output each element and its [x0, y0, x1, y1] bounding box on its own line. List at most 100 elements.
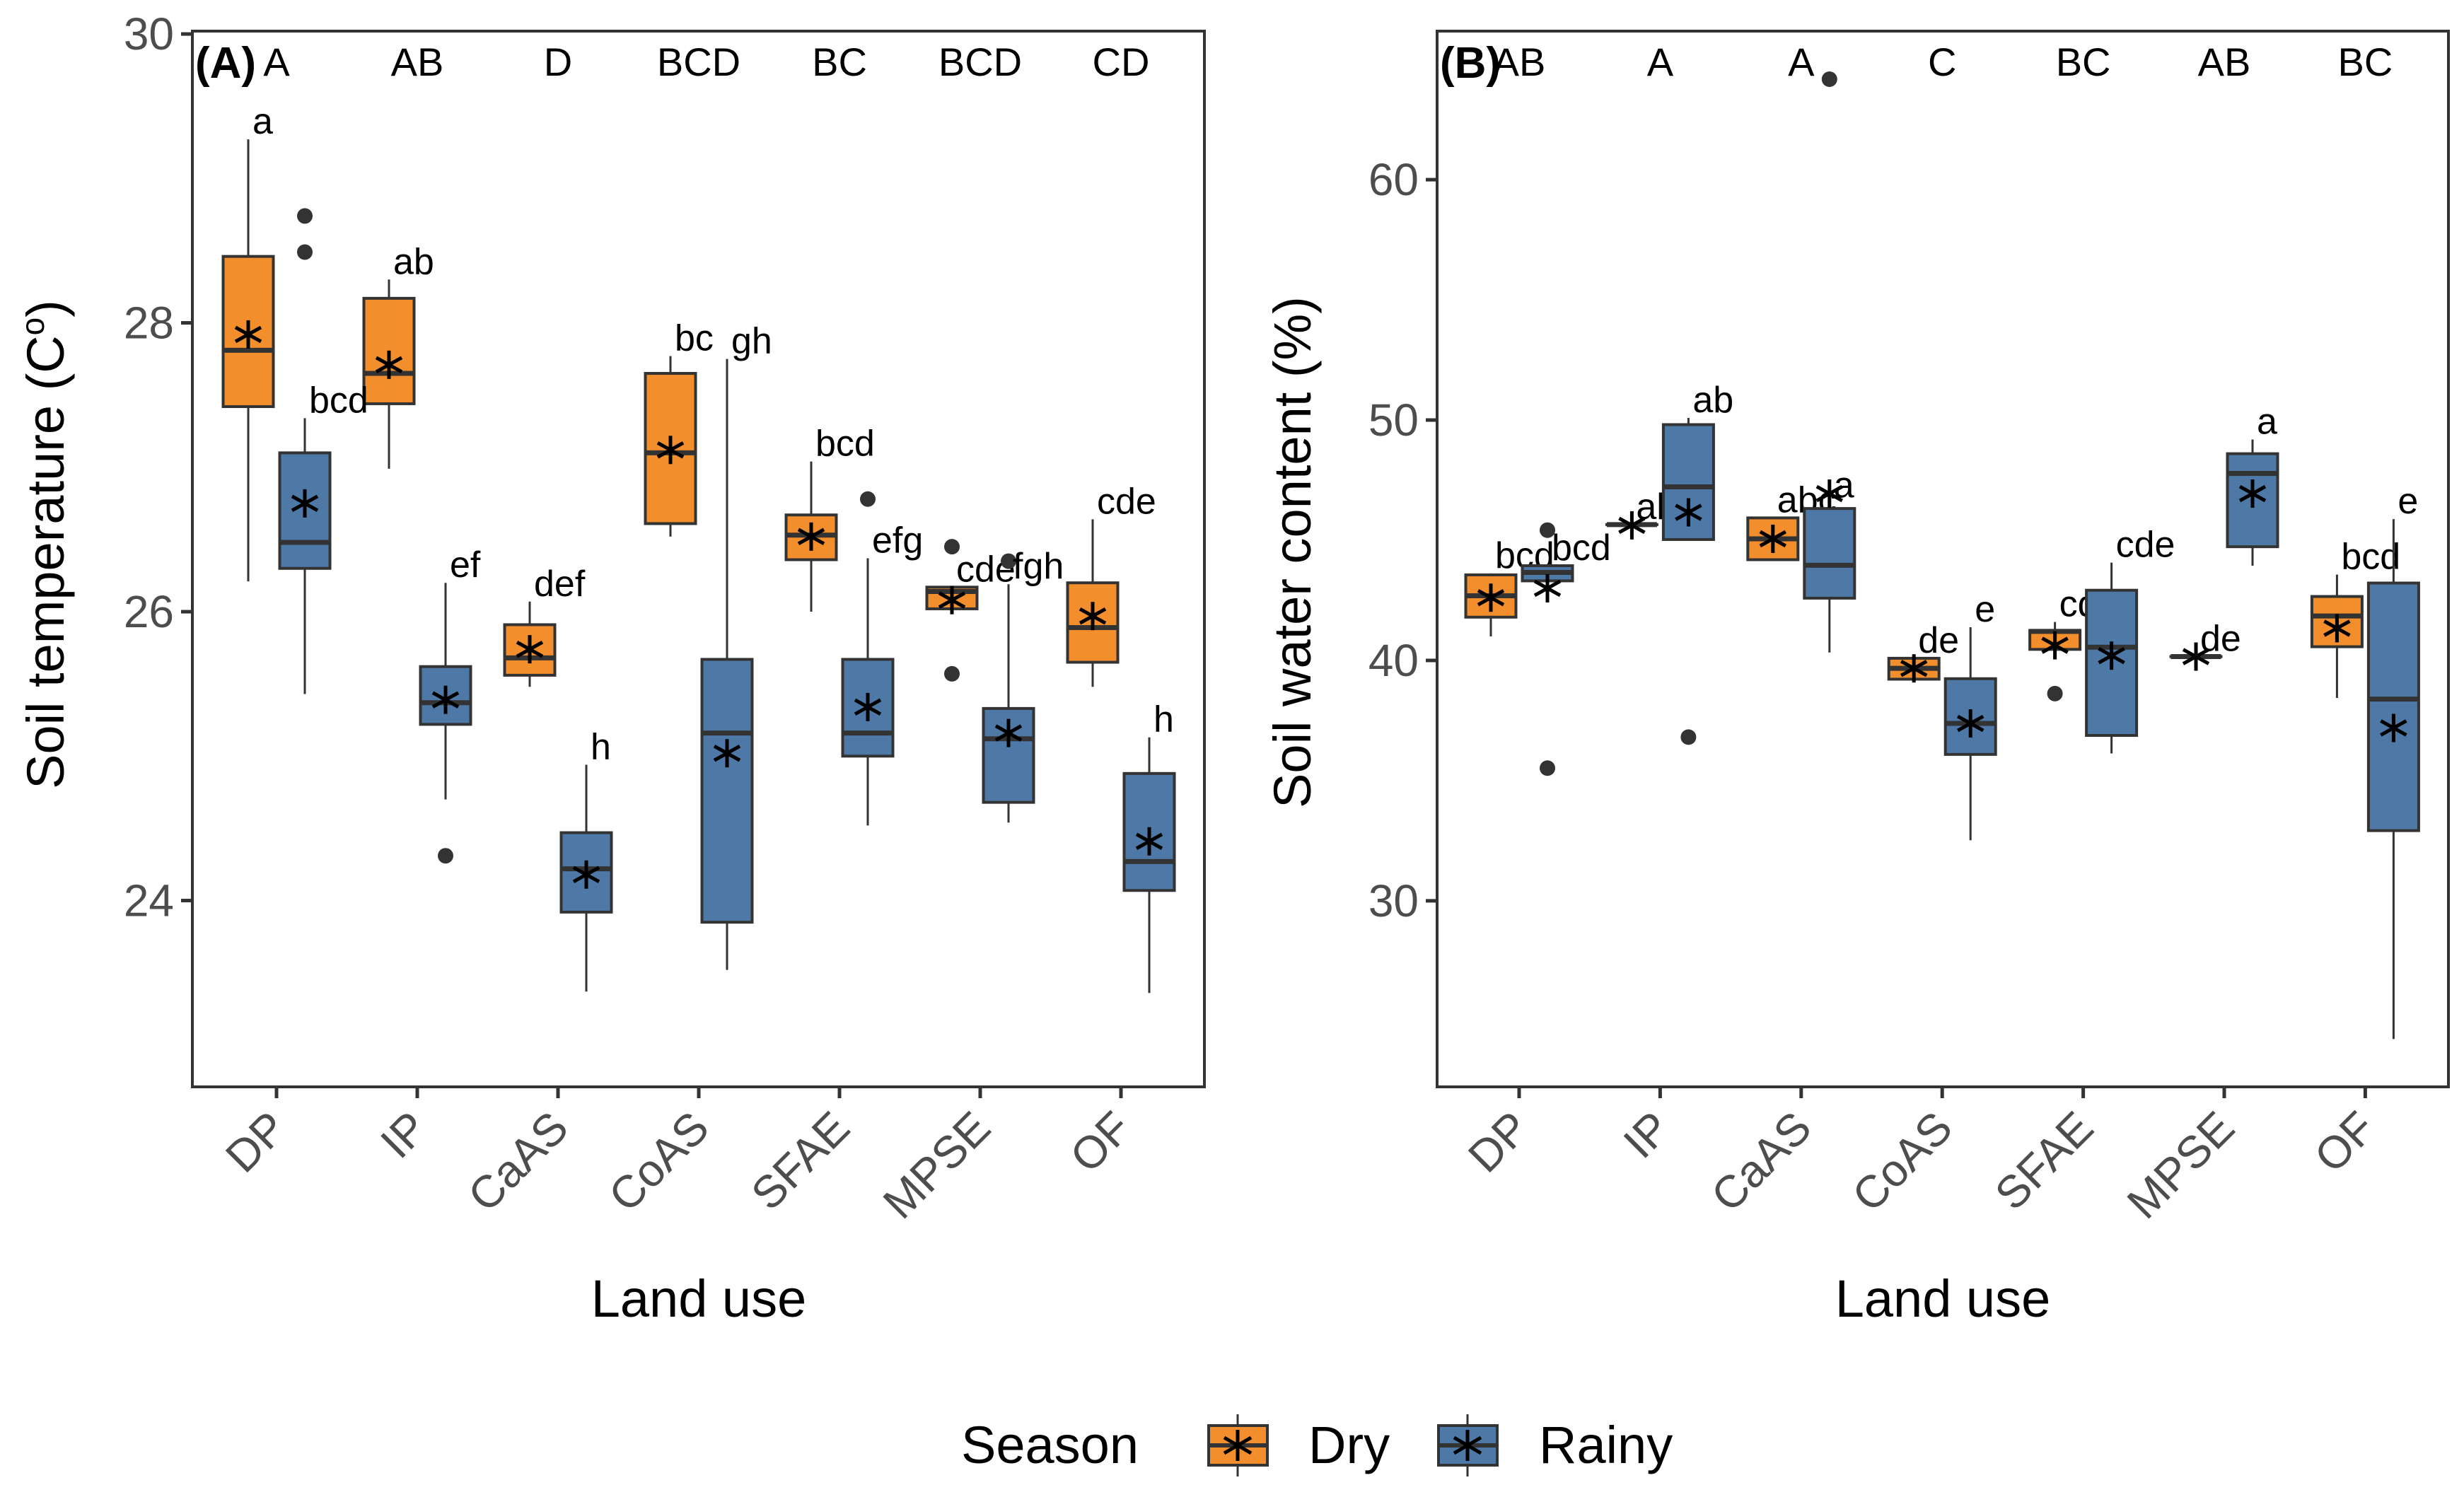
panel-b-x-axis-title: Land use: [1835, 1269, 2051, 1328]
y-tick-label: 26: [124, 586, 174, 637]
box-dry-ip: ab: [362, 241, 434, 469]
legend: Season Dry Rainy: [961, 1414, 1673, 1476]
outlier-point: [944, 539, 960, 555]
x-tick-label: MPSE: [873, 1102, 1000, 1228]
y-tick-label: 30: [1368, 875, 1419, 926]
x-tick-label: SFAE: [1985, 1102, 2103, 1220]
box-dry-coas: de: [1887, 620, 1959, 683]
outlier-point: [438, 848, 453, 864]
y-tick-label: 40: [1368, 635, 1419, 686]
box-iqr: [1661, 423, 1715, 541]
significance-letter: de: [1918, 620, 1959, 661]
mean-star-icon: [234, 320, 262, 349]
group-letter: BC: [2338, 40, 2393, 84]
significance-letter: def: [534, 564, 586, 605]
box-dry-caas: def: [503, 564, 586, 687]
mean-star-icon: [854, 692, 882, 721]
mean-star-stroke: [1079, 607, 1107, 625]
box-rainy-ip: ef: [419, 544, 481, 864]
mean-star-icon: [572, 860, 600, 889]
outlier-point: [1540, 760, 1555, 776]
mean-star-icon: [1533, 573, 1562, 602]
mean-star-icon: [1477, 583, 1505, 612]
x-tick-label: DP: [216, 1102, 296, 1182]
mean-star-icon: [2098, 641, 2125, 670]
box-iqr: [700, 658, 754, 924]
mean-star-icon: [2323, 614, 2351, 643]
mean-star-icon: [431, 685, 460, 714]
legend-dry-label: Dry: [1308, 1416, 1390, 1474]
mean-star-icon: [516, 635, 544, 664]
mean-star-stroke: [1477, 589, 1505, 607]
panel-b-tag: (B): [1440, 39, 1501, 88]
significance-letter: bcd: [2341, 537, 2400, 578]
mean-star-stroke: [1815, 484, 1844, 503]
box-iqr: [278, 451, 332, 570]
mean-star-icon: [994, 718, 1023, 747]
panel-a-plot: 24 26 28 30 DP A IP AB CaAS D CoAS BCD SFAE BC MPSE BCD…: [124, 8, 1206, 1228]
mean-star-icon: [1815, 479, 1844, 508]
mean-star-icon: [291, 489, 319, 518]
x-tick-label: CaAS: [1702, 1102, 1821, 1221]
box-dry-of: bcd: [2310, 537, 2400, 698]
y-tick-label: 50: [1368, 395, 1419, 445]
mean-star-icon: [1618, 511, 1646, 540]
box-rainy-mpse: a: [2226, 402, 2279, 566]
outlier-point: [1680, 729, 1697, 745]
box-iqr: [1803, 507, 1856, 600]
group-letter: C: [1928, 40, 1956, 84]
box-rainy-caas: h: [559, 727, 613, 992]
legend-item-rainy[interactable]: Rainy: [1437, 1414, 1673, 1476]
mean-star-stroke: [854, 698, 882, 716]
mean-star-stroke: [572, 866, 600, 883]
panel-b-plot: 30 40 50 60 DP AB IP A CaAS A CoAS C SFAE BC MPSE AB OF B…: [1368, 30, 2450, 1228]
mean-star-stroke: [2041, 636, 2069, 654]
legend-item-dry[interactable]: Dry: [1207, 1414, 1390, 1476]
x-tick-label: OF: [1060, 1102, 1141, 1182]
box-rainy-caas: a: [1803, 71, 1856, 653]
box-rainy-mpse: fgh: [982, 546, 1064, 823]
outlier-point: [1821, 71, 1837, 87]
significance-letter: fgh: [1013, 546, 1064, 587]
box-iqr: [503, 623, 557, 677]
box-rainy-of: e: [2366, 481, 2420, 1039]
mean-star-icon: [2238, 479, 2267, 508]
panel-b-y-axis-title: Soil water content (%): [1263, 296, 1322, 808]
mean-star-stroke: [2182, 648, 2210, 665]
box-rainy-coas: gh: [700, 321, 772, 970]
mean-star-stroke: [938, 591, 966, 609]
outlier-point: [1001, 553, 1016, 569]
significance-letter: cde: [1097, 481, 1156, 522]
y-tick-label: 30: [124, 8, 174, 59]
significance-letter: a: [2257, 402, 2277, 443]
box-rainy-coas: e: [1943, 589, 1997, 841]
group-letter: D: [544, 40, 572, 84]
y-tick-label: 24: [124, 875, 174, 926]
box-dry-of: cde: [1066, 481, 1156, 687]
box-iqr: [221, 255, 275, 409]
box-dry-caas: abc: [1746, 479, 1837, 561]
x-tick-label: SFAE: [741, 1102, 859, 1220]
box-dry-mpse: de: [2169, 619, 2241, 671]
group-letter: A: [1647, 40, 1674, 84]
box-rainy-ip: ab: [1661, 380, 1733, 745]
mean-star-stroke: [1759, 530, 1787, 548]
mean-star-stroke: [1135, 832, 1163, 850]
group-letter: AB: [391, 40, 444, 84]
mean-star-stroke: [1900, 659, 1928, 677]
significance-letter: bc: [675, 318, 714, 359]
mean-star-stroke: [234, 325, 262, 344]
significance-letter: gh: [731, 321, 772, 362]
box-rainy-sfae: efg: [841, 491, 923, 826]
mean-star-icon: [2041, 631, 2069, 660]
mean-star-stroke: [1618, 516, 1646, 535]
group-letter: BC: [2056, 40, 2111, 84]
panel-a-tag: (A): [195, 39, 256, 88]
x-tick-label: CoAS: [1842, 1102, 1962, 1221]
box-rainy-dp: bcd: [1521, 522, 1611, 776]
mean-star-icon: [2182, 642, 2210, 671]
x-tick-label: IP: [1614, 1102, 1680, 1168]
significance-letter: h: [1153, 699, 1174, 740]
mean-star-stroke: [713, 745, 741, 762]
